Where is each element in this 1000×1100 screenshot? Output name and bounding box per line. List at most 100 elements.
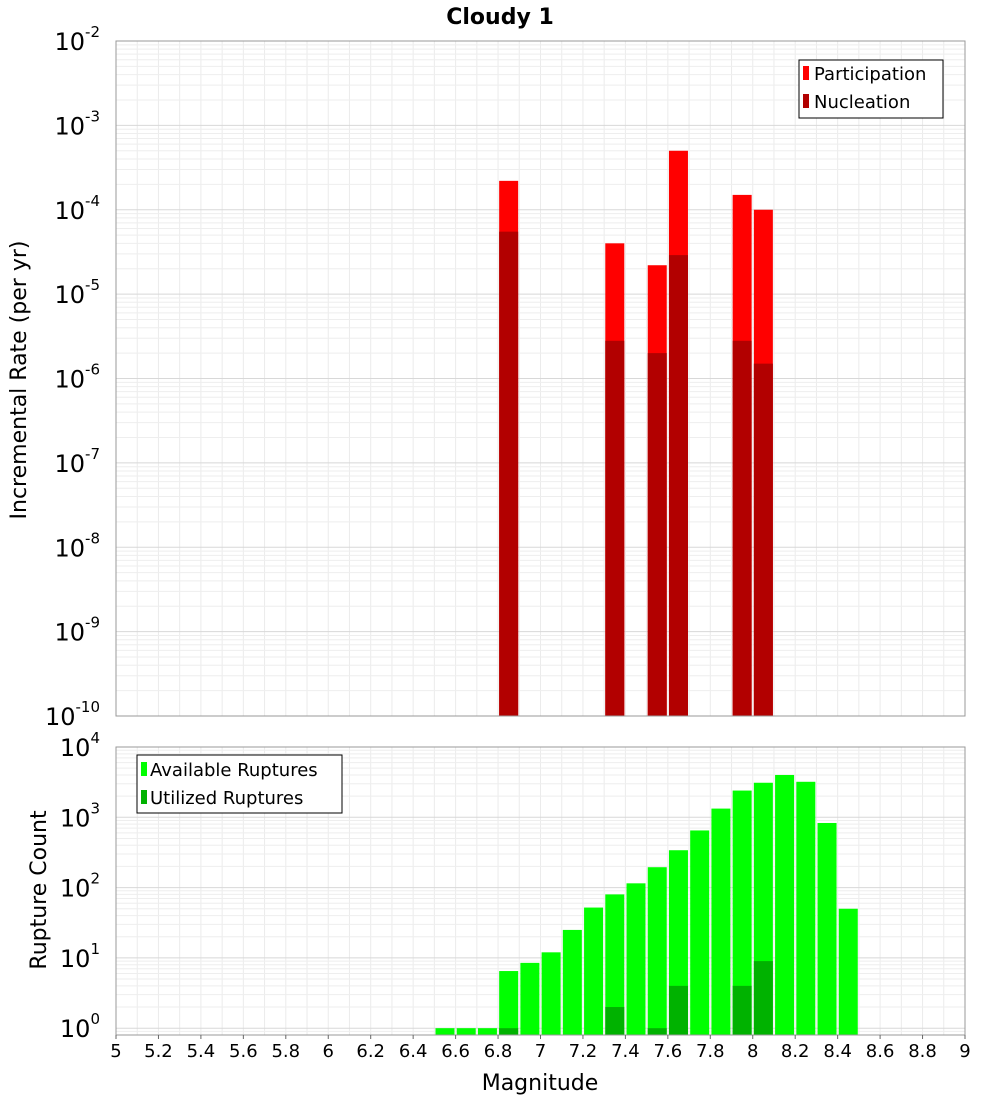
x-tick-label: 6.6 — [441, 1041, 470, 1062]
available-ruptures-bar — [541, 952, 561, 1035]
x-tick-label: 5.8 — [271, 1041, 300, 1062]
x-tick-label: 7.4 — [611, 1041, 640, 1062]
y-tick-base: 10 — [60, 945, 91, 973]
x-tick-label: 7.6 — [654, 1041, 683, 1062]
available-ruptures-bar — [584, 907, 604, 1035]
rate-y-ticks: 10-210-310-410-510-610-710-810-910-10 — [45, 23, 100, 731]
y-tick-exponent: -7 — [85, 445, 100, 463]
nucleation-bar — [668, 255, 688, 716]
utilized-ruptures-bar — [647, 1028, 667, 1035]
x-tick-label: 7.8 — [696, 1041, 725, 1062]
available-ruptures-bar — [732, 790, 752, 1035]
y-tick-label: 101 — [60, 940, 100, 973]
legend-swatch-available — [141, 762, 147, 776]
y-tick-label: 10-3 — [54, 107, 100, 140]
count-y-axis-label: Rupture Count — [27, 810, 52, 970]
legend-label-participation: Participation — [814, 64, 926, 85]
legend-swatch-utilized — [141, 790, 147, 804]
y-tick-exponent: -10 — [76, 698, 101, 716]
available-ruptures-bar — [711, 808, 731, 1035]
y-tick-label: 10-7 — [54, 445, 100, 478]
available-ruptures-bar — [477, 1028, 497, 1035]
x-tick-label: 8.8 — [908, 1041, 937, 1062]
legend-swatch-nucleation — [803, 94, 809, 108]
available-ruptures-bar — [690, 830, 710, 1035]
y-tick-exponent: -6 — [85, 361, 100, 379]
x-tick-label: 5.6 — [229, 1041, 258, 1062]
available-ruptures-bar — [626, 883, 646, 1035]
y-tick-base: 10 — [60, 875, 91, 903]
available-ruptures-bar — [456, 1028, 476, 1035]
utilized-ruptures-bar — [605, 1007, 625, 1035]
count-bars — [435, 774, 858, 1035]
x-tick-label: 6 — [323, 1041, 334, 1062]
y-tick-label: 103 — [60, 799, 100, 832]
utilized-ruptures-bar — [668, 985, 688, 1035]
x-tick-label: 6.8 — [484, 1041, 513, 1062]
available-ruptures-bar — [605, 894, 625, 1035]
rate-y-axis-label: Incremental Rate (per yr) — [7, 241, 32, 520]
y-tick-base: 10 — [60, 734, 91, 762]
y-tick-label: 10-5 — [54, 276, 100, 309]
chart-title: Cloudy 1 — [446, 5, 554, 30]
legend-label-available: Available Ruptures — [150, 760, 318, 781]
legend-label-utilized: Utilized Ruptures — [150, 788, 303, 809]
rate-grid — [115, 40, 966, 717]
y-tick-exponent: -9 — [85, 614, 100, 632]
x-tick-label: 9 — [959, 1041, 970, 1062]
available-ruptures-bar — [775, 774, 795, 1035]
y-tick-label: 104 — [60, 729, 100, 762]
x-tick-label: 7.2 — [569, 1041, 598, 1062]
y-tick-base: 10 — [45, 703, 76, 731]
y-tick-exponent: 1 — [90, 940, 100, 958]
available-ruptures-bar — [796, 781, 816, 1035]
utilized-ruptures-bar — [732, 985, 752, 1035]
y-tick-label: 10-2 — [54, 23, 100, 56]
y-tick-exponent: -2 — [85, 23, 100, 41]
legend-swatch-participation — [803, 66, 809, 80]
nucleation-bar — [499, 231, 519, 716]
x-tick-label: 5 — [110, 1041, 121, 1062]
rate-legend-box — [798, 59, 944, 119]
x-tick-label: 8.6 — [866, 1041, 895, 1062]
available-ruptures-bar — [562, 929, 582, 1035]
x-tick-label: 8.2 — [781, 1041, 810, 1062]
legend-label-nucleation: Nucleation — [814, 92, 910, 113]
x-tick-label: 8 — [747, 1041, 758, 1062]
count-legend-box — [136, 754, 343, 814]
available-ruptures-bar — [838, 908, 858, 1035]
available-ruptures-bar — [499, 971, 519, 1035]
nucleation-bar — [647, 353, 667, 716]
y-tick-exponent: 0 — [90, 1010, 100, 1028]
y-tick-base: 10 — [54, 619, 85, 647]
y-tick-label: 10-4 — [54, 192, 100, 225]
nucleation-bar — [753, 363, 773, 716]
y-tick-label: 10-6 — [54, 361, 100, 394]
y-tick-label: 102 — [60, 870, 100, 903]
rate-legend: Participation Nucleation — [798, 59, 944, 119]
nucleation-bar — [605, 340, 625, 716]
y-tick-base: 10 — [54, 197, 85, 225]
x-tick-label: 6.4 — [399, 1041, 428, 1062]
available-ruptures-bar — [817, 822, 837, 1035]
x-tick-label: 7 — [535, 1041, 546, 1062]
y-tick-base: 10 — [54, 28, 85, 56]
y-tick-exponent: 3 — [90, 799, 100, 817]
y-tick-label: 10-9 — [54, 614, 100, 647]
y-tick-base: 10 — [54, 112, 85, 140]
magnitude-x-ticks: 5 5.2 5.4 5.6 5.8 6 6.2 6.4 6.6 6.8 7 7.2 7.4 7.6 7.8 8… — [110, 1035, 971, 1062]
y-tick-exponent: 2 — [90, 870, 100, 888]
y-tick-exponent: -8 — [85, 529, 100, 547]
utilized-ruptures-bar — [499, 1028, 519, 1035]
y-tick-base: 10 — [54, 450, 85, 478]
y-tick-exponent: -5 — [85, 276, 100, 294]
rate-plot-border — [115, 40, 966, 717]
y-tick-base: 10 — [54, 366, 85, 394]
count-legend: Available Ruptures Utilized Ruptures — [136, 754, 343, 814]
y-tick-exponent: -3 — [85, 107, 100, 125]
y-tick-base: 10 — [54, 281, 85, 309]
x-tick-label: 5.2 — [144, 1041, 173, 1062]
available-ruptures-bar — [647, 867, 667, 1035]
x-tick-label: 5.4 — [187, 1041, 216, 1062]
